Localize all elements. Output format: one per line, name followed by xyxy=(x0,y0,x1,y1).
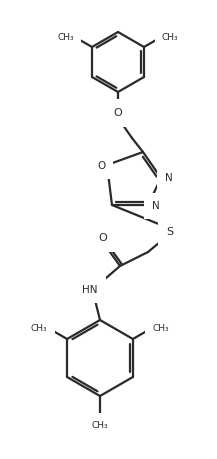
Text: O: O xyxy=(97,161,105,171)
Text: CH₃: CH₃ xyxy=(92,420,108,430)
Text: CH₃: CH₃ xyxy=(31,324,47,332)
Text: CH₃: CH₃ xyxy=(153,324,169,332)
Text: HN: HN xyxy=(82,285,98,295)
Text: CH₃: CH₃ xyxy=(162,33,179,41)
Text: S: S xyxy=(166,227,174,237)
Text: CH₃: CH₃ xyxy=(57,33,74,41)
Text: O: O xyxy=(114,108,122,118)
Text: N: N xyxy=(152,201,160,211)
Text: O: O xyxy=(99,233,107,243)
Text: N: N xyxy=(165,173,173,183)
